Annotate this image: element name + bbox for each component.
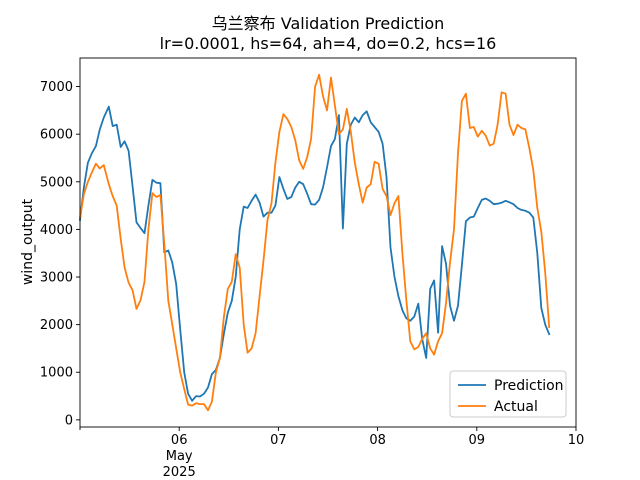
y-tick-label: 5000 xyxy=(40,175,73,190)
chart-title: 乌兰察布 Validation Prediction xyxy=(212,14,445,33)
x-tick-label: 09 xyxy=(469,433,486,448)
y-tick-label: 0 xyxy=(65,413,73,428)
x-tick-sublabel-year: 2025 xyxy=(163,465,196,480)
legend-label-prediction: Prediction xyxy=(494,378,564,394)
x-tick-sublabel-month: May xyxy=(166,449,193,464)
x-tick-label: 06 xyxy=(171,433,188,448)
y-tick-label: 3000 xyxy=(40,271,73,286)
y-tick-label: 4000 xyxy=(40,223,73,238)
y-tick-label: 7000 xyxy=(40,80,73,95)
y-tick-label: 2000 xyxy=(40,318,73,333)
legend: Prediction Actual xyxy=(449,370,567,418)
x-tick-label: 10 xyxy=(568,433,585,448)
x-tick-label: 08 xyxy=(369,433,386,448)
chart-subtitle: lr=0.0001, hs=64, ah=4, do=0.2, hcs=16 xyxy=(160,34,497,53)
series-layer xyxy=(78,73,551,412)
plot-frame xyxy=(79,57,577,428)
y-axis-label: wind_output xyxy=(20,198,36,285)
y-tick-label: 6000 xyxy=(40,128,73,143)
series-line-prediction xyxy=(78,105,551,402)
y-tick-label: 1000 xyxy=(40,366,73,381)
series-line-actual xyxy=(78,73,551,412)
x-tick-label: 07 xyxy=(270,433,287,448)
legend-label-actual: Actual xyxy=(494,399,538,415)
